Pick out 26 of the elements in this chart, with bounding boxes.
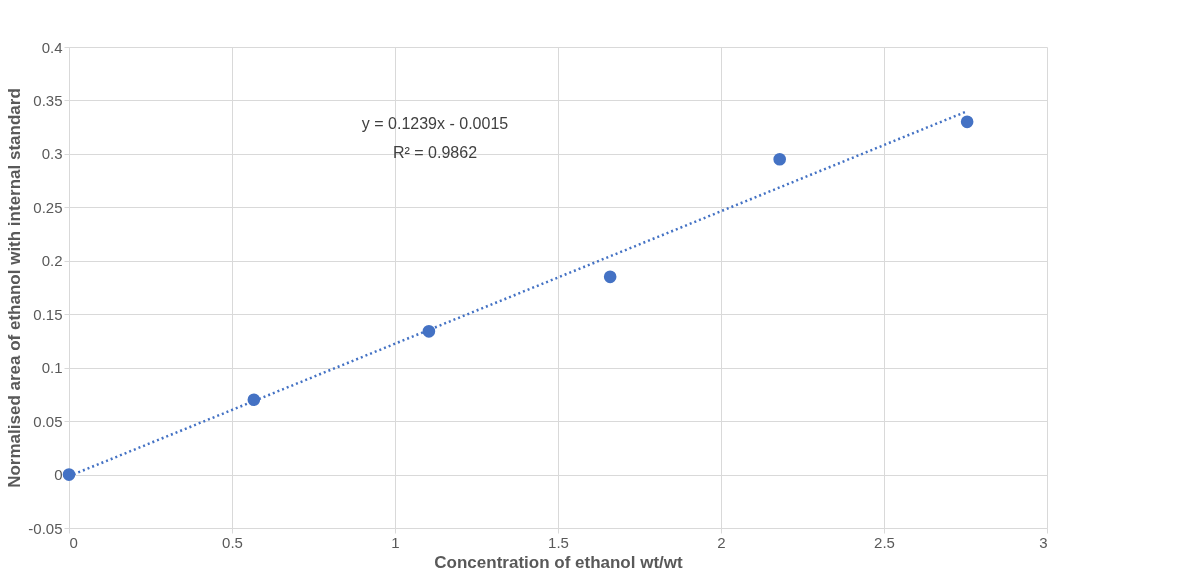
y-axis-title: Normalised area of ethanol with internal standard	[5, 88, 25, 488]
y-tick-label: 0.1	[41, 359, 63, 377]
y-tick-label: 0.25	[33, 198, 63, 216]
x-tick-label: 1	[391, 533, 400, 551]
y-tick-label: -0.05	[28, 519, 63, 537]
x-tick-label: 0	[69, 533, 78, 551]
annotation: R² = 0.9862	[392, 144, 478, 161]
x-tick-label: 0.5	[222, 533, 243, 551]
annotation: y = 0.1239x - 0.0015	[361, 115, 509, 132]
point	[603, 270, 617, 284]
y-tick-label: 0.35	[33, 91, 63, 109]
y-tick-label: 0.4	[41, 38, 63, 56]
y-tick-label: 0.2	[41, 252, 63, 270]
x-tick-label: 1.5	[548, 533, 569, 551]
point	[773, 152, 786, 166]
point	[62, 468, 76, 481]
x-tick-label: 2	[717, 533, 726, 551]
y-tick-label: 0	[54, 466, 63, 484]
y-tick-label: 0.05	[33, 412, 63, 430]
x-axis-title: Concentration of ethanol wt/wt	[434, 552, 684, 572]
y-tick-label: 0.3	[41, 145, 63, 163]
y-tick-label: 0.15	[33, 305, 63, 323]
x-tick-label: 2.5	[874, 533, 895, 551]
x-tick-label: 3	[1039, 533, 1048, 551]
point	[422, 325, 436, 338]
point	[960, 115, 974, 129]
